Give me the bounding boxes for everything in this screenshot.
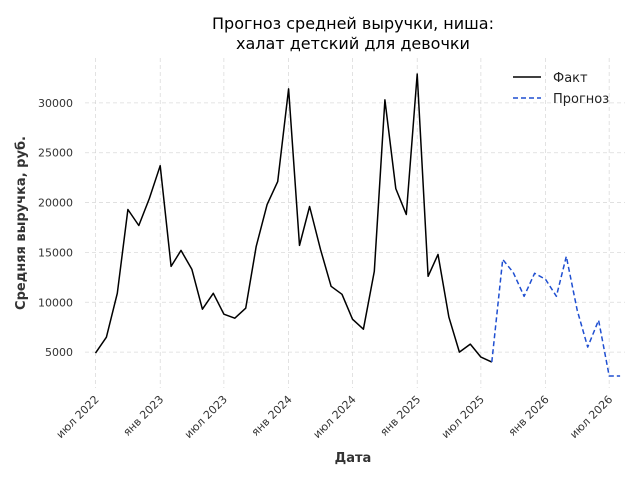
legend: Факт Прогноз	[513, 71, 609, 107]
y-tick-label: 20000	[38, 197, 73, 210]
x-ticks: июл 2022 янв 2023 июл 2023 янв 2024 июл 2024…	[54, 393, 616, 441]
x-tick-label: янв 2026	[506, 393, 552, 439]
x-tick-label: янв 2023	[121, 393, 167, 439]
x-tick-label: июл 2024	[311, 393, 359, 441]
y-axis-label: Средняя выручка, руб.	[14, 136, 29, 310]
x-tick-label: янв 2024	[249, 393, 295, 439]
legend-label-fact: Факт	[553, 71, 588, 86]
y-tick-label: 10000	[38, 296, 73, 309]
x-tick-label: июл 2025	[439, 393, 487, 441]
grid-layer	[85, 58, 625, 388]
chart-title-line-1: Прогноз средней выручки, ниша:	[212, 14, 494, 33]
x-tick-label: июл 2023	[182, 393, 230, 441]
x-tick-label: июл 2026	[567, 393, 615, 441]
chart-title-line-2: халат детский для девочки	[236, 34, 470, 53]
y-tick-label: 5000	[45, 346, 73, 359]
y-tick-label: 30000	[38, 97, 73, 110]
x-tick-label: янв 2025	[378, 393, 424, 439]
x-axis-label: Дата	[335, 451, 372, 466]
y-tick-label: 25000	[38, 147, 73, 160]
legend-label-forecast: Прогноз	[553, 92, 609, 107]
y-ticks: 5000 10000 15000 20000 25000 30000	[38, 97, 73, 359]
series-line-forecast	[491, 255, 621, 377]
y-tick-label: 15000	[38, 246, 73, 259]
x-tick-label: июл 2022	[54, 393, 102, 441]
series-layer	[94, 73, 621, 377]
series-line-fact	[94, 73, 493, 363]
